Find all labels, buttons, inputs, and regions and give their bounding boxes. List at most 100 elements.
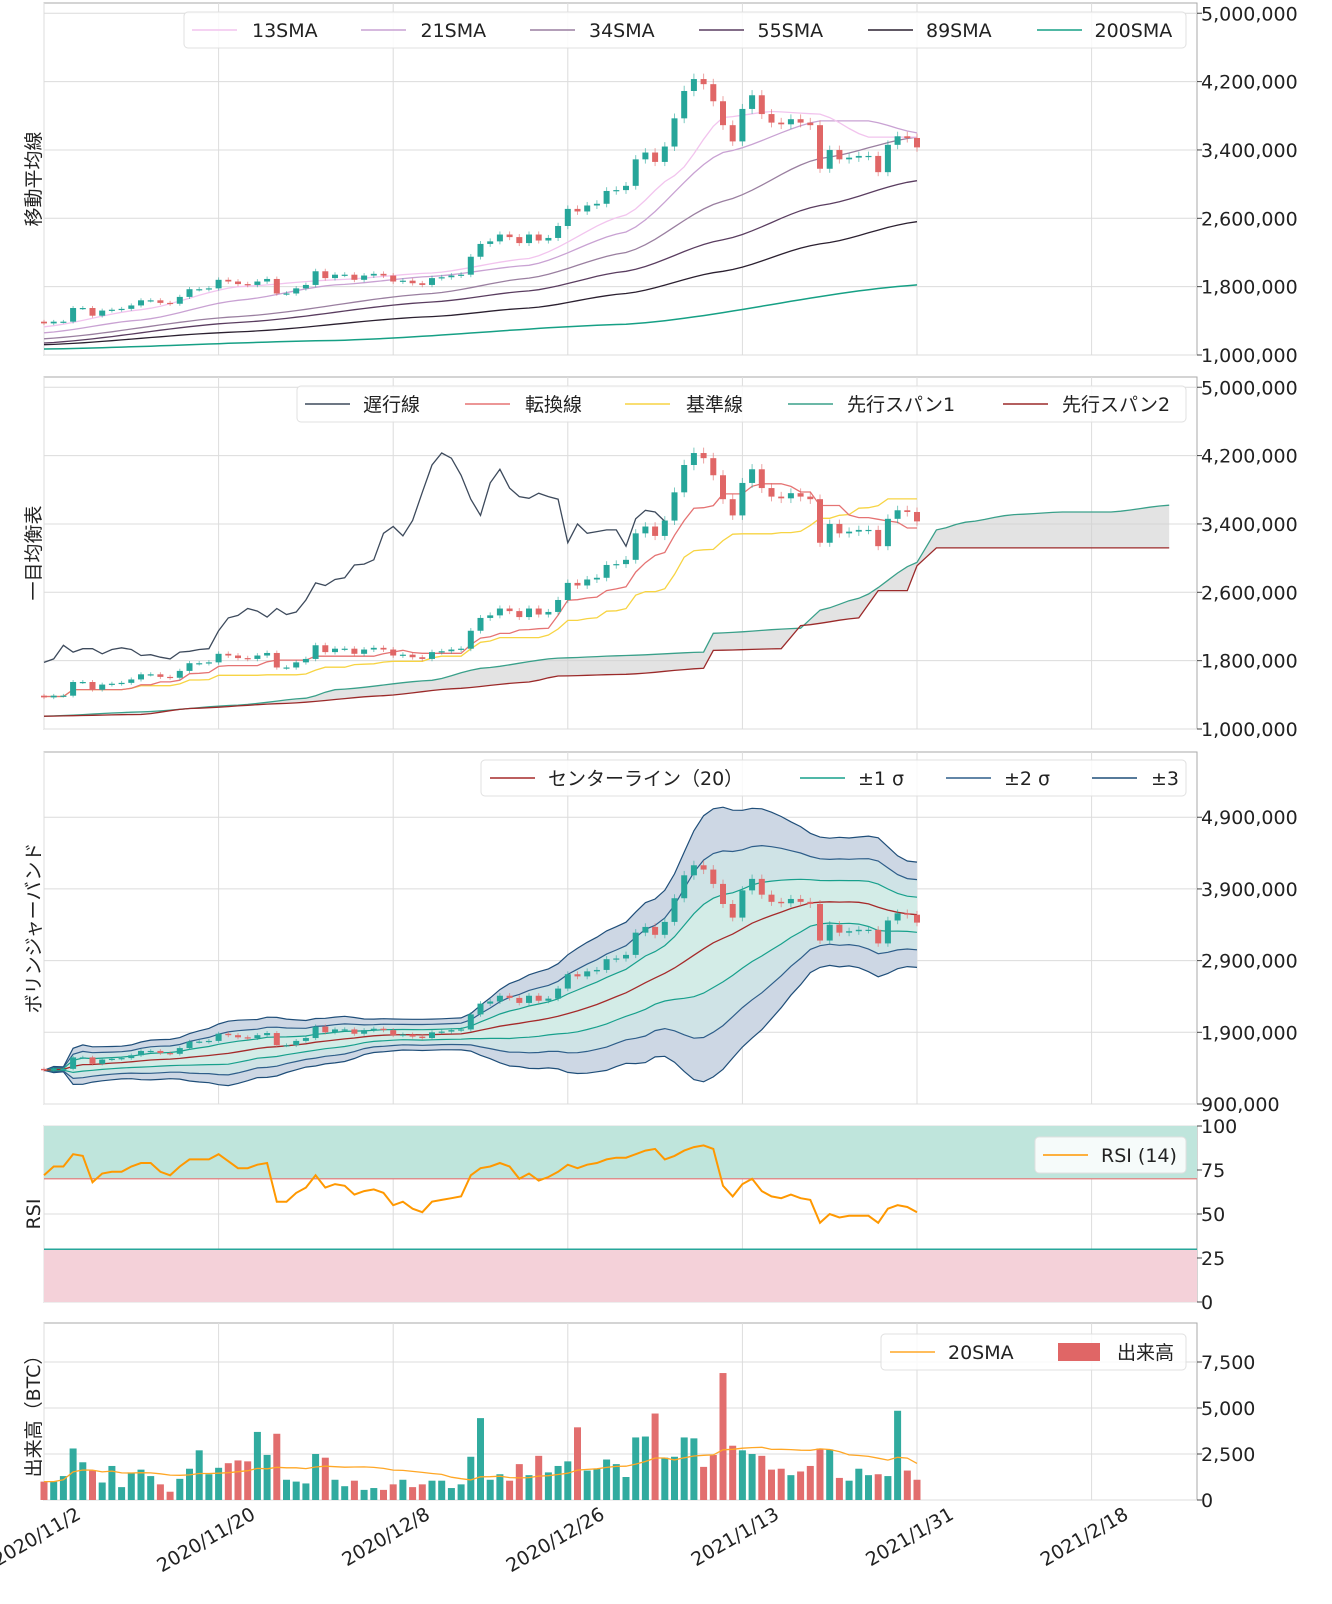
legend: RSI (14) [1034, 1136, 1187, 1174]
candle [574, 205, 581, 215]
y-tick-label: 1,000,000 [1201, 345, 1298, 367]
legend-entry: 200SMA [1037, 20, 1172, 42]
candle [516, 234, 523, 247]
candle [60, 693, 67, 698]
candle [50, 1067, 57, 1072]
ichimoku-cloud [44, 505, 1170, 717]
legend-entry: センターライン（20） [490, 768, 743, 790]
volume-bar [360, 1489, 368, 1500]
candle [671, 487, 678, 525]
volume-bar [477, 1418, 484, 1500]
volume-bar [166, 1491, 174, 1500]
candle [613, 560, 620, 569]
candle [855, 926, 862, 935]
candle [564, 579, 571, 604]
legend-box [183, 11, 1187, 49]
volume-bar [283, 1479, 290, 1500]
candle-body [458, 274, 465, 276]
volume-bar [690, 1438, 698, 1500]
candle [710, 865, 717, 889]
candle [467, 253, 474, 278]
candle [448, 273, 455, 280]
candle [186, 286, 193, 300]
candle-body [739, 482, 746, 516]
legend-label: 13SMA [252, 20, 318, 42]
candle-body [70, 682, 77, 696]
candle [574, 971, 581, 980]
volume-bar [428, 1480, 436, 1500]
y-axis-label: 一目均衡表 [23, 505, 45, 600]
volume-bar [855, 1468, 863, 1500]
candle [138, 298, 144, 308]
candle [584, 201, 591, 215]
candle [448, 647, 455, 654]
candle-body [293, 1040, 300, 1046]
candle-body [370, 647, 377, 650]
candle [167, 674, 174, 680]
candle [603, 956, 610, 973]
candle [332, 272, 338, 281]
candle-body [778, 901, 785, 904]
candle-body [681, 91, 688, 119]
candle-body [41, 1068, 47, 1071]
legend-entry: 遅行線 [305, 394, 420, 416]
candle [438, 274, 445, 281]
candle-body [787, 493, 794, 499]
candle [60, 1067, 67, 1071]
candle-body [526, 995, 532, 1003]
candle-body [458, 1029, 465, 1031]
candle [458, 272, 465, 279]
candle-body [787, 119, 794, 125]
candle-body [632, 932, 639, 955]
candle [836, 921, 843, 937]
candle-body [448, 275, 455, 278]
senkou-span-2-line [43, 547, 1170, 717]
candle-body [700, 453, 707, 459]
candle [700, 447, 707, 464]
candle-body [487, 615, 494, 618]
candle [768, 890, 775, 906]
candle-body [778, 496, 785, 499]
candle-body [846, 931, 853, 933]
candle-body [797, 493, 804, 497]
candle [787, 488, 794, 504]
candle-body [914, 914, 920, 923]
bb-center-line [43, 901, 918, 1071]
candle-body [603, 959, 610, 970]
volume-bar [544, 1472, 552, 1500]
candle [205, 286, 212, 292]
candle [720, 879, 726, 908]
candle-body [157, 300, 164, 303]
chikou-line [43, 452, 666, 664]
candle-body [555, 988, 562, 999]
y-axis-label: ボリンジャーバンド [23, 843, 45, 1014]
volume-bar [50, 1481, 58, 1500]
candle-body [700, 79, 707, 85]
candle-body [661, 146, 668, 162]
candle-body [555, 225, 562, 238]
volume-bar [496, 1474, 504, 1500]
candle-body [584, 205, 591, 212]
candle-body [623, 559, 629, 565]
candle-body [671, 898, 678, 922]
candle-body [855, 155, 862, 158]
candle-body [613, 190, 620, 192]
candle-body [235, 281, 241, 285]
candle [865, 525, 872, 535]
candle [778, 897, 785, 908]
y-tick-label: 3,900,000 [1201, 879, 1298, 901]
candle [176, 668, 183, 680]
candle [545, 608, 552, 618]
candle-body [448, 649, 455, 652]
candle-body [729, 903, 736, 918]
volume-sma-line [44, 1446, 918, 1483]
candle [244, 655, 251, 662]
candle [884, 514, 891, 551]
candle-body [904, 136, 911, 138]
candle-body [429, 1032, 435, 1039]
legend-label: 基準線 [686, 394, 743, 416]
volume-bar [195, 1450, 203, 1500]
candle [758, 90, 765, 119]
y-tick-label: 7,500 [1201, 1352, 1255, 1374]
legend-label: ±2 σ [1004, 768, 1050, 790]
